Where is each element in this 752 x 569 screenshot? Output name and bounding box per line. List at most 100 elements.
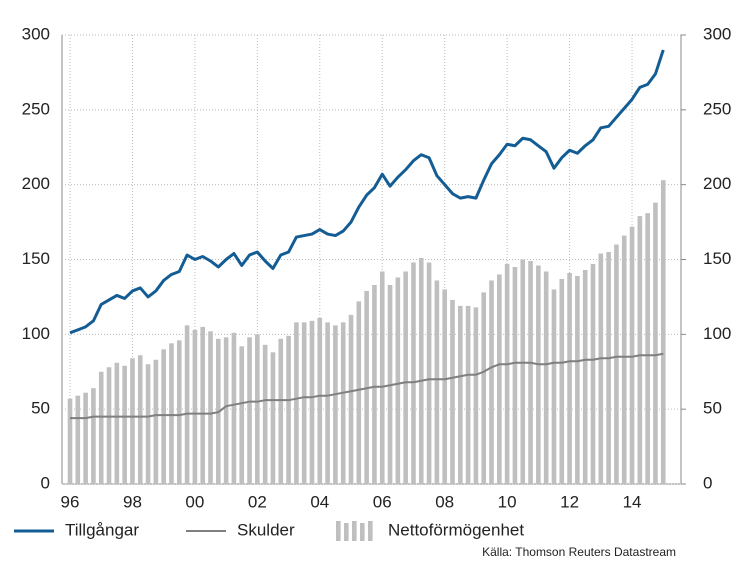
bar <box>333 325 338 484</box>
bar <box>161 349 166 484</box>
bar <box>317 317 323 484</box>
x-tick-label: 08 <box>435 492 454 511</box>
bar <box>497 274 502 484</box>
bar <box>309 320 315 484</box>
y2-tick-label: 300 <box>703 24 731 43</box>
y-tick-label: 50 <box>31 399 50 418</box>
y-tick-label: 300 <box>22 24 50 43</box>
bar <box>278 338 284 484</box>
bar <box>465 305 471 484</box>
bar <box>598 253 604 484</box>
bar <box>294 322 299 484</box>
x-tick-label: 02 <box>248 492 267 511</box>
bar <box>489 280 494 484</box>
x-tick-label: 10 <box>498 492 517 511</box>
y2-tick-label: 250 <box>703 99 731 118</box>
bar <box>418 258 424 484</box>
bar <box>567 272 572 484</box>
bar <box>528 260 533 484</box>
bar <box>137 355 143 484</box>
bar <box>621 235 627 484</box>
bar <box>575 275 580 484</box>
bar <box>239 346 245 484</box>
bar <box>660 180 666 484</box>
bar <box>325 322 330 484</box>
bar <box>543 271 549 484</box>
legend-swatch <box>336 521 341 541</box>
bar <box>411 262 416 484</box>
bar <box>83 392 88 484</box>
bar <box>582 269 588 484</box>
bar <box>348 314 354 484</box>
legend-label: Nettoförmögenhet <box>388 520 524 539</box>
bar <box>192 329 198 484</box>
x-tick-label: 96 <box>61 492 80 511</box>
bar <box>223 337 229 484</box>
x-tick-label: 98 <box>123 492 142 511</box>
bar <box>356 301 362 484</box>
bar <box>153 359 159 484</box>
bar <box>606 252 611 484</box>
legend-label: Tillgångar <box>65 520 139 539</box>
bar <box>262 344 268 484</box>
bar <box>450 299 455 484</box>
bar <box>114 362 120 484</box>
bar <box>590 263 596 484</box>
bar <box>122 365 127 484</box>
y2-tick-label: 100 <box>703 324 731 343</box>
bar <box>169 343 174 484</box>
x-tick-label: 14 <box>623 492 642 511</box>
bar <box>653 202 658 485</box>
legend-label: Skulder <box>237 520 295 539</box>
bar <box>301 322 307 484</box>
bar <box>91 388 96 484</box>
y2-tick-label: 0 <box>703 473 712 492</box>
legend-swatch <box>368 521 373 541</box>
bar <box>379 271 385 484</box>
bar <box>106 367 112 484</box>
bar <box>286 335 291 484</box>
legend-swatch <box>360 523 365 541</box>
bar <box>247 337 252 484</box>
x-tick-label: 06 <box>373 492 392 511</box>
x-tick-label: 12 <box>560 492 579 511</box>
y2-tick-label: 50 <box>703 399 722 418</box>
bar <box>551 289 557 484</box>
y-tick-label: 0 <box>41 473 50 492</box>
bar <box>67 398 73 484</box>
y2-tick-label: 150 <box>703 249 731 268</box>
bar <box>395 277 401 484</box>
line <box>69 49 665 335</box>
y-tick-label: 250 <box>22 99 50 118</box>
bar <box>629 226 635 484</box>
bar <box>434 280 440 484</box>
bar <box>231 332 237 484</box>
bar <box>208 331 213 484</box>
y-tick-label: 200 <box>22 174 50 193</box>
bar <box>637 216 643 484</box>
bar <box>559 278 565 484</box>
bar <box>442 289 447 484</box>
bar <box>458 305 463 484</box>
bar <box>520 259 526 484</box>
legend-swatch <box>344 523 349 541</box>
y2-tick-label: 200 <box>703 174 731 193</box>
x-tick-label: 04 <box>310 492 329 511</box>
bar <box>536 265 541 484</box>
bar <box>200 326 206 484</box>
bar <box>481 292 487 484</box>
bar <box>184 325 190 484</box>
legend-swatch <box>352 521 357 541</box>
bar <box>255 334 260 484</box>
bar <box>504 263 510 484</box>
source: Källa: Thomson Reuters Datastream <box>482 545 676 559</box>
bar <box>75 395 81 484</box>
bar <box>512 266 518 484</box>
bar <box>403 271 408 484</box>
bar <box>473 307 479 484</box>
bar <box>426 262 432 484</box>
bar <box>340 322 346 484</box>
y-tick-label: 100 <box>22 324 50 343</box>
x-tick-label: 00 <box>185 492 204 511</box>
